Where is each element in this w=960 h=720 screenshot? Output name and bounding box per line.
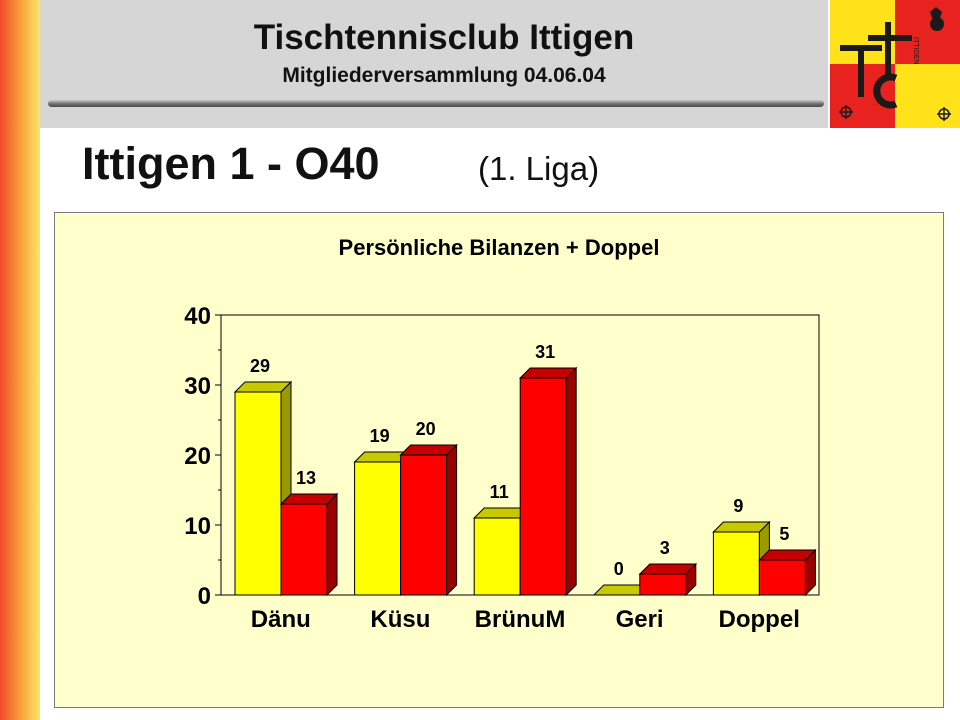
header-divider — [48, 100, 824, 107]
chart-panel: Persönliche Bilanzen + Doppel 0 10 20 30 40 29… — [54, 212, 944, 708]
bar-side — [326, 492, 338, 597]
bar-side — [685, 562, 697, 597]
bar-Doppel-1 — [712, 531, 760, 596]
bar-chart: Persönliche Bilanzen + Doppel01020304029… — [184, 235, 820, 633]
club-logo: ITTIGEN — [830, 0, 960, 128]
data-label: 11 — [490, 482, 509, 502]
x-tick-label: Geri — [616, 606, 664, 633]
x-tick-label: BrünuM — [475, 606, 566, 633]
bar-Dänu-1 — [234, 391, 282, 596]
league-subtitle: (1. Liga) — [478, 150, 600, 187]
data-label: 9 — [733, 496, 743, 516]
y-tick-label: 10 — [184, 513, 211, 540]
side-gradient-bar — [0, 0, 40, 720]
data-label: 19 — [370, 426, 390, 446]
y-tick-label: 20 — [184, 443, 211, 470]
bar-Geri-2 — [639, 573, 687, 596]
club-title: Tischtennisclub Ittigen — [253, 18, 635, 57]
x-tick-label: Dänu — [251, 606, 311, 633]
bar-side — [804, 548, 816, 597]
bar-Doppel-2 — [758, 559, 806, 596]
x-tick-label: Doppel — [719, 606, 800, 633]
y-tick-label: 0 — [198, 583, 211, 610]
data-label: 0 — [614, 559, 624, 579]
bar-BrünuM-2 — [519, 377, 567, 596]
meeting-subtitle: Mitgliederversammlung 04.06.04 — [282, 64, 606, 87]
data-label: 20 — [416, 419, 436, 439]
page-title: Ittigen 1 - O40 — [82, 138, 380, 189]
data-label: 3 — [660, 538, 670, 558]
y-tick-label: 40 — [184, 303, 211, 330]
data-label: 13 — [296, 468, 316, 488]
data-label: 29 — [250, 356, 270, 376]
y-tick-label: 30 — [184, 373, 211, 400]
data-label: 5 — [779, 524, 789, 544]
bar-Küsu-2 — [400, 454, 448, 596]
x-tick-label: Küsu — [370, 606, 430, 633]
bar-Dänu-2 — [280, 503, 328, 596]
bar-side — [565, 366, 577, 597]
bar-side — [446, 443, 458, 597]
bar-Küsu-1 — [354, 461, 402, 596]
data-label: 31 — [535, 342, 555, 362]
header: Tischtennisclub Ittigen Mitgliederversam… — [40, 0, 828, 128]
chart-title: Persönliche Bilanzen + Doppel — [339, 235, 660, 260]
bar-BrünuM-1 — [473, 517, 521, 596]
svg-text:ITTIGEN: ITTIGEN — [912, 37, 919, 65]
